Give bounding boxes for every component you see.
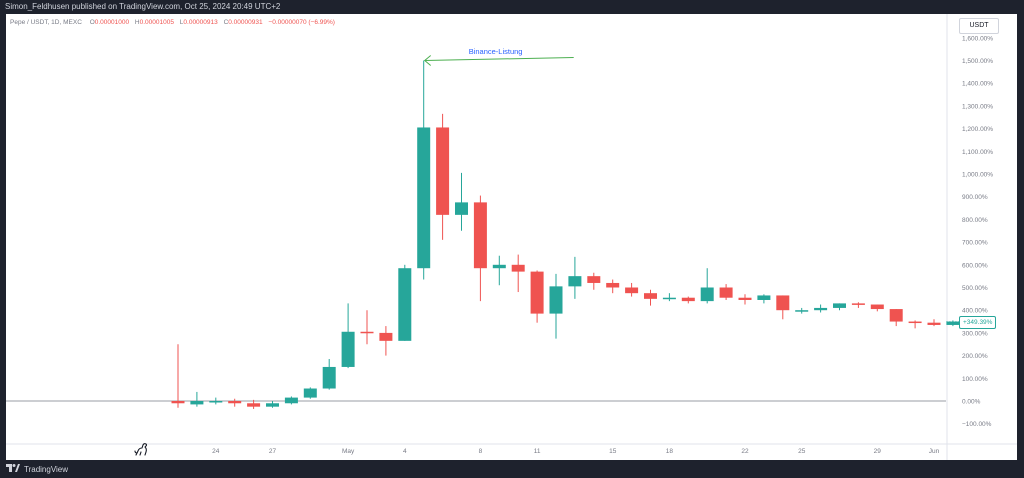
symbol-legend: Pepe / USDT, 1D, MEXC O0.00001000 H0.000… [10,19,339,26]
x-tick-label: 15 [609,448,617,455]
y-tick-label: 200.00% [962,353,988,360]
candle-body [511,264,525,272]
y-tick-label: 1,300.00% [962,103,993,110]
candle-body [700,287,714,302]
candle-body [738,297,752,300]
candle-body [247,403,261,407]
y-tick-label: 1,500.00% [962,58,993,65]
x-tick-label: 22 [741,448,749,455]
candle-body [171,401,185,404]
candle-body [776,295,790,311]
currency-badge[interactable]: USDT [959,18,999,34]
candle-body [473,202,487,269]
candle-body [398,268,412,341]
candle-body [587,276,601,283]
annotation-arrow [424,57,574,61]
candle-body [662,297,676,300]
candle-body [303,388,317,398]
low-label: L [179,19,184,26]
candle-body [455,202,468,215]
candle-body [606,282,620,288]
x-tick-label: 4 [403,448,407,455]
high-value: 0.00001005 [139,19,174,26]
candle-body [266,403,279,407]
y-tick-label: 600.00% [962,262,988,269]
candle-body [568,276,582,287]
y-tick-label: 100.00% [962,376,988,383]
y-tick-label: 300.00% [962,330,988,337]
open-value: 0.00001000 [94,19,130,26]
y-tick-label: 1,100.00% [962,149,993,156]
candle-body [757,295,771,300]
x-tick-label: 29 [874,448,882,455]
candle-body [927,322,941,325]
y-tick-label: 1,600.00% [962,35,993,42]
tradingview-logo-icon [6,464,24,474]
x-tick-label: 11 [534,448,541,455]
close-label: C [223,19,229,26]
open-label: O [89,19,95,26]
candle-body [908,321,922,324]
publish-info: Simon_Feldhusen published on TradingView… [5,2,281,11]
candle-body [625,287,639,294]
y-tick-label: 400.00% [962,308,988,315]
candle-body [228,401,242,404]
candle-body [833,303,846,308]
x-tick-label: 8 [479,448,483,455]
symbol-name[interactable]: Pepe / USDT, 1D, MEXC [10,19,82,26]
y-tick-label: 1,000.00% [962,172,993,179]
candle-body [341,331,355,367]
x-tick-label: Jun [929,448,940,455]
y-tick-label: 900.00% [962,194,988,201]
current-value-label: +349.39% [959,315,997,329]
close-value: 0.00000931 [228,19,263,26]
candle-body [530,271,544,314]
change-value: −0.00000070 (−6.99%) [268,19,335,26]
y-tick-label: 1,200.00% [962,126,993,133]
tradingview-brand[interactable]: TradingView [6,464,68,474]
footer-bar: TradingView [0,460,1024,478]
y-tick-label: 500.00% [962,285,988,292]
high-label: H [134,19,140,26]
dinosaur-icon [134,442,150,461]
candle-body [851,303,865,305]
candle-body [322,366,336,389]
x-tick-label: 27 [269,448,277,455]
candle-body [417,127,431,269]
candle-body [644,293,657,299]
candle-body [795,310,809,312]
candle-body [379,332,393,341]
candle-body [360,331,374,334]
candle-body [946,321,960,325]
candle-body [549,286,563,314]
candle-body [492,264,506,269]
candle-body [284,397,298,404]
annotation-arrowhead [423,55,432,66]
y-tick-label: 0.00% [962,399,981,406]
x-tick-label: 25 [798,448,806,455]
y-tick-label: 700.00% [962,240,988,247]
candlestick-chart[interactable]: −100.00% 0.00% 100.00% 200.00% 300.00% 400.00… [6,14,1017,460]
y-tick-label: −100.00% [962,421,992,428]
y-tick-label: 1,400.00% [962,81,993,88]
candle-body [209,401,223,403]
x-tick-label: 18 [666,448,674,455]
candle-body [681,297,695,302]
y-tick-label: 800.00% [962,217,988,224]
candle-body [436,127,450,215]
candle-body [870,304,884,310]
low-value: 0.00000913 [183,19,218,26]
x-tick-label: 24 [212,448,220,455]
x-tick-label: May [342,448,355,455]
candle-body [190,401,204,405]
candle-body [814,307,828,311]
chart-frame[interactable]: Pepe / USDT, 1D, MEXC O0.00001000 H0.000… [6,14,1017,460]
candle-body [719,287,733,298]
candle-body [889,309,903,322]
annotation-label: Binance-Listung [468,46,523,56]
brand-name: TradingView [24,464,69,474]
